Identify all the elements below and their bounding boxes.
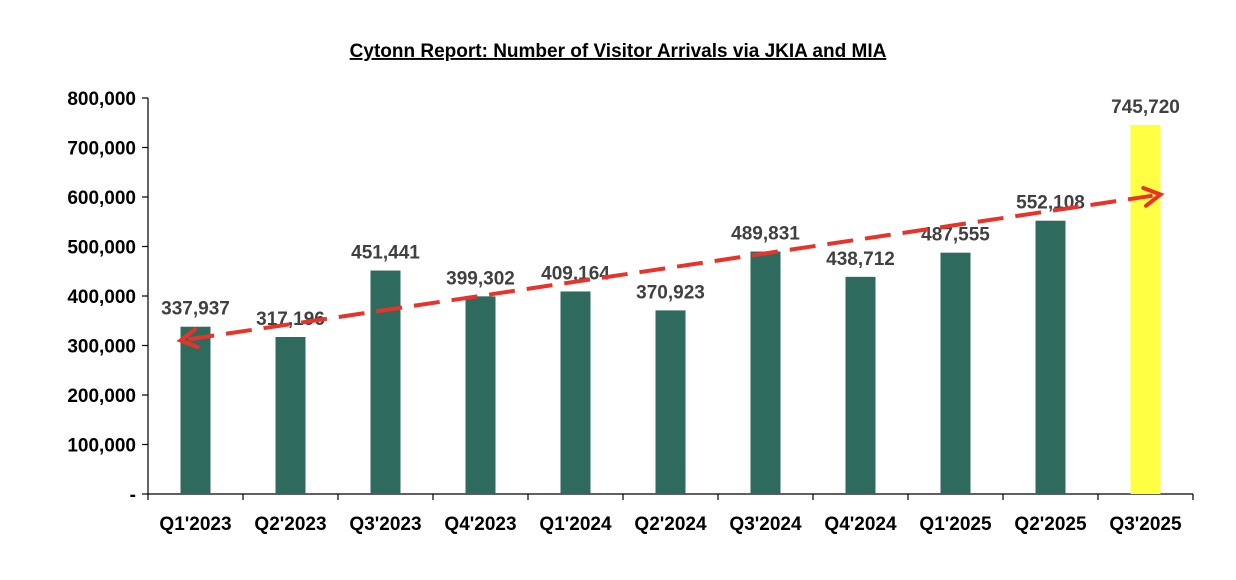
data-label: 438,712 — [826, 249, 895, 270]
x-tick-label: Q4'2023 — [444, 514, 516, 535]
bars — [180, 124, 1161, 495]
y-tick-label: 700,000 — [67, 139, 136, 160]
trend-arrow-head-start — [176, 327, 200, 350]
y-tick-label: 200,000 — [67, 386, 136, 407]
bar-q3-2025 — [1130, 124, 1161, 495]
x-tick-label: Q1'2023 — [159, 514, 231, 535]
x-tick-label: Q3'2025 — [1109, 514, 1182, 535]
data-label: 409,164 — [541, 263, 610, 284]
data-label: 399,302 — [446, 268, 515, 289]
x-tick-label: Q3'2024 — [729, 514, 802, 535]
x-tick-label: Q2'2025 — [1014, 514, 1087, 535]
data-label: 745,720 — [1111, 97, 1180, 118]
data-label: 370,923 — [636, 282, 705, 303]
y-tick-label: 500,000 — [67, 238, 136, 259]
bar-q1-2025 — [940, 252, 971, 494]
trend-arrow — [176, 186, 1165, 350]
chart-title: Cytonn Report: Number of Visitor Arrival… — [350, 41, 887, 62]
y-tick-label: 400,000 — [67, 287, 136, 308]
data-label: 337,937 — [161, 299, 230, 320]
x-axis: Q1'2023 Q2'2023 Q3'2023 Q4'2023 Q1'2024 Q2'20… — [147, 493, 1194, 535]
x-tick-label: Q2'2024 — [634, 514, 707, 535]
x-tick-label: Q2'2023 — [254, 514, 326, 535]
bar-q4-2024 — [845, 276, 876, 494]
x-tick-label: Q3'2023 — [349, 514, 421, 535]
data-label: 552,108 — [1016, 193, 1085, 214]
x-tick-label: Q1'2024 — [539, 514, 612, 535]
bar-q2-2023 — [275, 336, 306, 494]
y-tick-label: 600,000 — [67, 188, 136, 209]
y-tick-label: 300,000 — [67, 337, 136, 358]
data-label: 487,555 — [921, 225, 990, 246]
x-tick-label: Q4'2024 — [824, 514, 897, 535]
bar-q4-2023 — [465, 296, 496, 494]
bar-q1-2024 — [560, 291, 591, 494]
bar-q1-2023 — [180, 326, 211, 494]
y-axis: - 100,000 200,000 300,000 400,000 500,000 600,… — [67, 89, 149, 506]
trend-arrow-head-end — [1141, 186, 1165, 208]
bar-q3-2024 — [750, 251, 781, 494]
x-tick-label: Q1'2025 — [919, 514, 992, 535]
bar-q2-2024 — [655, 310, 686, 494]
y-tick-label: 800,000 — [67, 89, 136, 110]
bar-q2-2025 — [1035, 220, 1066, 494]
bar-q3-2023 — [370, 270, 401, 494]
y-tick-label: - — [130, 485, 136, 506]
data-label: 489,831 — [731, 224, 800, 245]
data-label: 451,441 — [351, 243, 420, 264]
y-tick-label: 100,000 — [67, 436, 136, 457]
trend-arrow-line — [188, 193, 1153, 342]
